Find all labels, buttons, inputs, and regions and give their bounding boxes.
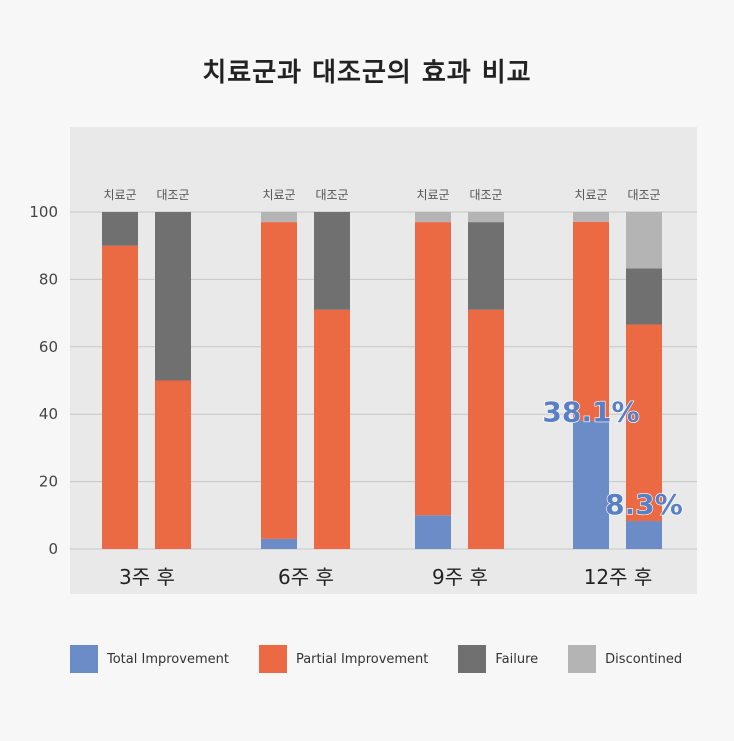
group-label-대조군-3: 대조군	[469, 188, 502, 202]
y-tick-label-40: 40	[39, 405, 58, 423]
legend-label-partial-improvement: Partial Improvement	[295, 651, 429, 667]
x-tick-label-2: 6주 후	[278, 565, 334, 589]
bar-discontined-치료군-2	[261, 212, 297, 223]
bar-discontined-치료군-3	[415, 212, 451, 223]
legend-swatch-discontined	[568, 645, 597, 673]
group-label-치료군-4: 치료군	[574, 188, 607, 202]
group-label-치료군-3: 치료군	[416, 188, 449, 202]
annotation-2: 8.3%	[605, 488, 683, 521]
legend-swatch-partial-improvement	[258, 645, 287, 673]
bar-partial-improvement-대조군-2	[314, 309, 350, 549]
bar-total-improvement-치료군-4	[573, 420, 609, 549]
legend-item-failure: Failure	[458, 645, 538, 673]
y-tick-label-80: 80	[39, 270, 58, 288]
bar-failure-대조군-1	[155, 212, 191, 381]
annotation-1: 38.1%	[542, 396, 639, 429]
bar-discontined-대조군-4	[626, 212, 662, 269]
bar-failure-대조군-3	[468, 222, 504, 310]
legend-item-discontined: Discontined	[568, 645, 682, 673]
legend-label-discontined: Discontined	[605, 651, 683, 667]
chart-title: 치료군과 대조군의 효과 비교	[202, 58, 532, 88]
bar-partial-improvement-치료군-3	[415, 222, 451, 516]
bar-total-improvement-치료군-2	[261, 538, 297, 549]
x-tick-label-1: 3주 후	[119, 565, 175, 589]
y-tick-label-60: 60	[39, 338, 58, 356]
legend-item-total-improvement: Total Improvement	[70, 645, 229, 673]
group-label-대조군-1: 대조군	[156, 188, 189, 202]
bar-discontined-대조군-3	[468, 212, 504, 223]
group-label-치료군-2: 치료군	[262, 188, 295, 202]
bar-partial-improvement-치료군-4	[573, 221, 609, 421]
group-label-대조군-2: 대조군	[315, 188, 348, 202]
bar-failure-치료군-1	[102, 212, 138, 246]
x-tick-label-4: 12주 후	[584, 565, 653, 589]
legend: Total Improvement Partial Improvement Fa…	[70, 644, 682, 674]
x-tick-label-3: 9주 후	[432, 565, 488, 589]
bar-total-improvement-대조군-4	[626, 521, 662, 549]
bar-total-improvement-치료군-3	[415, 515, 451, 549]
bar-partial-improvement-치료군-2	[261, 222, 297, 539]
legend-label-total-improvement: Total Improvement	[107, 651, 229, 667]
bar-partial-improvement-대조군-1	[155, 380, 191, 549]
bar-partial-improvement-대조군-4	[626, 324, 662, 522]
legend-swatch-total-improvement	[70, 645, 98, 673]
group-label-치료군-1: 치료군	[103, 188, 136, 202]
y-tick-label-20: 20	[39, 473, 58, 491]
y-tick-label-0: 0	[48, 540, 58, 558]
legend-swatch-failure	[458, 645, 487, 673]
bar-discontined-치료군-4	[573, 212, 609, 222]
y-tick-label-100: 100	[29, 203, 58, 221]
bar-partial-improvement-대조군-3	[468, 309, 504, 549]
legend-item-partial-improvement: Partial Improvement	[258, 645, 429, 673]
bar-partial-improvement-치료군-1	[102, 245, 138, 549]
bar-failure-대조군-2	[314, 212, 350, 310]
group-label-대조군-4: 대조군	[627, 188, 660, 202]
legend-label-failure: Failure	[495, 651, 539, 667]
bar-failure-대조군-4	[626, 268, 662, 325]
